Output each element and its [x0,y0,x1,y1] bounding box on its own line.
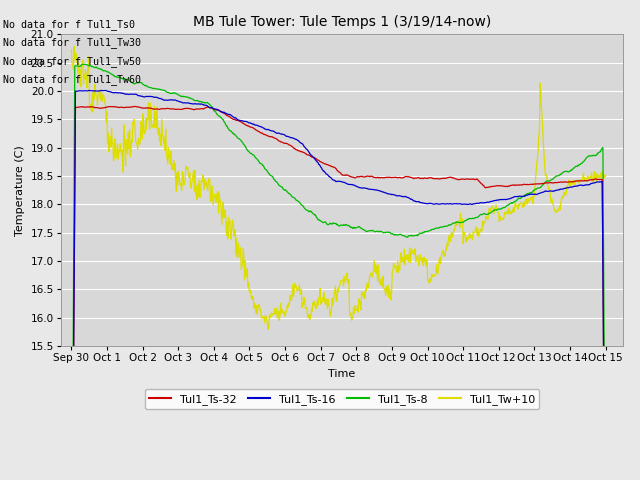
Text: No data for f Tul1_Ts0: No data for f Tul1_Ts0 [3,19,135,30]
Y-axis label: Temperature (C): Temperature (C) [15,145,25,236]
Legend: Tul1_Ts-32, Tul1_Ts-16, Tul1_Ts-8, Tul1_Tw+10: Tul1_Ts-32, Tul1_Ts-16, Tul1_Ts-8, Tul1_… [145,389,540,409]
Title: MB Tule Tower: Tule Temps 1 (3/19/14-now): MB Tule Tower: Tule Temps 1 (3/19/14-now… [193,15,491,29]
Text: No data for f Tul1_Tw50: No data for f Tul1_Tw50 [3,56,141,67]
Text: No data for f Tul1_Tw30: No data for f Tul1_Tw30 [3,37,141,48]
X-axis label: Time: Time [328,369,356,379]
Text: No data for f Tul1_Tw60: No data for f Tul1_Tw60 [3,74,141,85]
